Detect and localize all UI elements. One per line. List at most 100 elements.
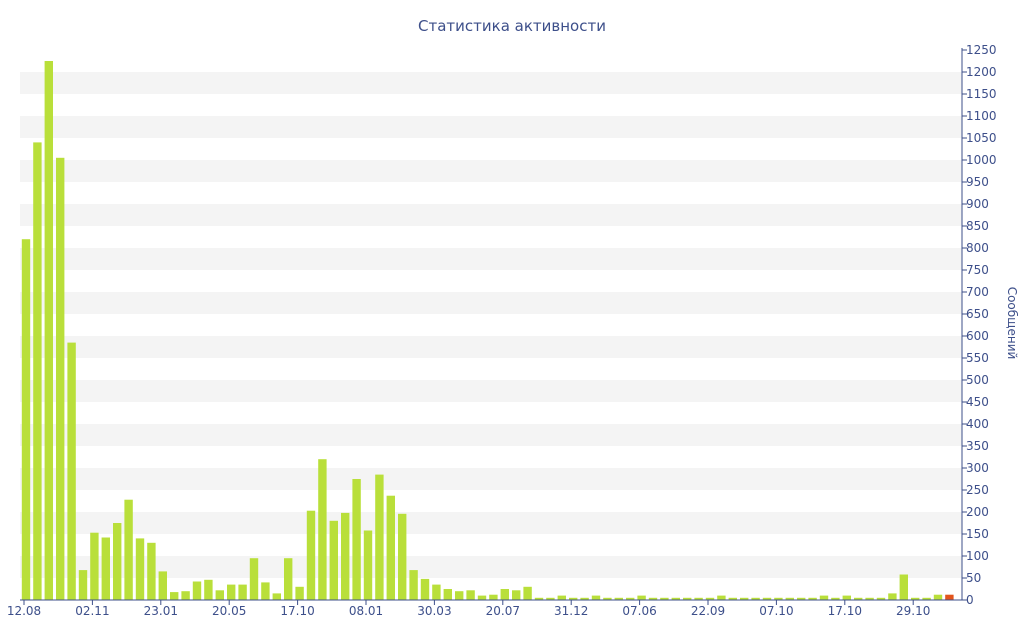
bar <box>489 594 498 600</box>
grid-band <box>20 512 962 534</box>
x-tick-label: 20.05 <box>212 604 246 618</box>
x-tick-label: 30.03 <box>417 604 451 618</box>
y-tick-label: 350 <box>966 439 989 453</box>
grid-band <box>20 292 962 314</box>
bar <box>204 579 213 600</box>
bar <box>56 157 65 601</box>
y-tick-label: 700 <box>966 285 989 299</box>
bar <box>819 595 829 600</box>
grid-band <box>20 116 962 138</box>
bar <box>67 342 76 600</box>
bar <box>842 595 851 600</box>
y-tick-label: 600 <box>966 329 989 343</box>
bar <box>831 597 840 600</box>
x-axis: 12.08 02.11 23.01 20.05 17.10 08.01 30.03 20.07… <box>7 599 962 618</box>
bar <box>762 597 772 600</box>
bar <box>284 558 293 600</box>
y-tick-label: 1000 <box>966 153 997 167</box>
grid-band <box>20 380 962 402</box>
x-tick-label: 07.06 <box>622 604 656 618</box>
bar <box>614 597 623 600</box>
bar <box>147 542 156 600</box>
bar <box>238 584 247 600</box>
bar <box>671 597 680 600</box>
grid-band <box>20 204 962 226</box>
y-tick-label: 650 <box>966 307 989 321</box>
x-tick-label: 17.10 <box>280 604 314 618</box>
bar <box>398 513 407 600</box>
y-tick-label: 850 <box>966 219 989 233</box>
bar <box>557 595 566 600</box>
x-tick-label: 08.01 <box>349 604 383 618</box>
bar <box>899 574 908 600</box>
grid-band <box>20 424 962 446</box>
bar <box>227 584 236 600</box>
chart-title: Статистика активности <box>418 17 606 35</box>
x-tick-label: 17.10 <box>828 604 862 618</box>
bar <box>261 582 270 600</box>
grid-band <box>20 248 962 270</box>
bar <box>443 589 452 600</box>
bar <box>774 597 783 600</box>
bar <box>341 512 350 600</box>
bar <box>797 597 806 600</box>
y-tick-label: 1250 <box>966 43 997 57</box>
y-tick-label: 550 <box>966 351 989 365</box>
bar <box>751 597 760 600</box>
bar <box>546 597 555 600</box>
y-tick-label: 50 <box>966 571 981 585</box>
bar <box>694 597 703 600</box>
y-axis: 0 50 100 150 200 250 300 350 400 450 500 550 600 650 7… <box>961 43 997 607</box>
y-tick-label: 200 <box>966 505 989 519</box>
y-tick-label: 750 <box>966 263 989 277</box>
bar <box>808 597 817 600</box>
bar <box>512 590 521 600</box>
bar <box>363 530 373 600</box>
y-tick-label: 1150 <box>966 87 997 101</box>
y-tick-label: 1100 <box>966 109 997 123</box>
bar <box>683 597 692 600</box>
bar <box>534 597 544 600</box>
x-tick-label: 12.08 <box>7 604 41 618</box>
bar <box>135 538 145 600</box>
bar <box>181 591 190 600</box>
grid-band <box>20 336 962 358</box>
y-tick-label: 300 <box>966 461 989 475</box>
bar <box>740 597 749 600</box>
y-tick-label: 800 <box>966 241 989 255</box>
bar <box>922 597 931 600</box>
bar <box>660 597 669 600</box>
bar <box>648 597 658 600</box>
bar <box>386 495 395 600</box>
bar <box>158 571 167 600</box>
bar <box>409 570 418 600</box>
y-tick-label: 100 <box>966 549 989 563</box>
bar <box>455 591 464 600</box>
bar <box>785 597 794 600</box>
bar <box>215 590 224 600</box>
bar <box>295 586 304 600</box>
bar <box>603 597 612 600</box>
bar <box>626 597 635 600</box>
bar <box>21 239 31 600</box>
bar <box>500 589 509 600</box>
bar <box>192 581 202 600</box>
bar <box>272 593 281 600</box>
bar <box>876 597 886 600</box>
x-tick-label: 23.01 <box>144 604 178 618</box>
y-tick-label: 0 <box>966 593 974 607</box>
y-tick-label: 150 <box>966 527 989 541</box>
bar <box>352 479 361 600</box>
bar <box>637 595 646 600</box>
grid-band <box>20 160 962 182</box>
y-tick-label: 1200 <box>966 65 997 79</box>
bar <box>249 558 259 600</box>
bar <box>101 537 110 600</box>
y-tick-label: 1050 <box>966 131 997 145</box>
bar <box>591 595 601 600</box>
bar <box>432 584 441 600</box>
bar <box>318 459 327 600</box>
bar <box>580 597 589 600</box>
y-tick-label: 250 <box>966 483 989 497</box>
